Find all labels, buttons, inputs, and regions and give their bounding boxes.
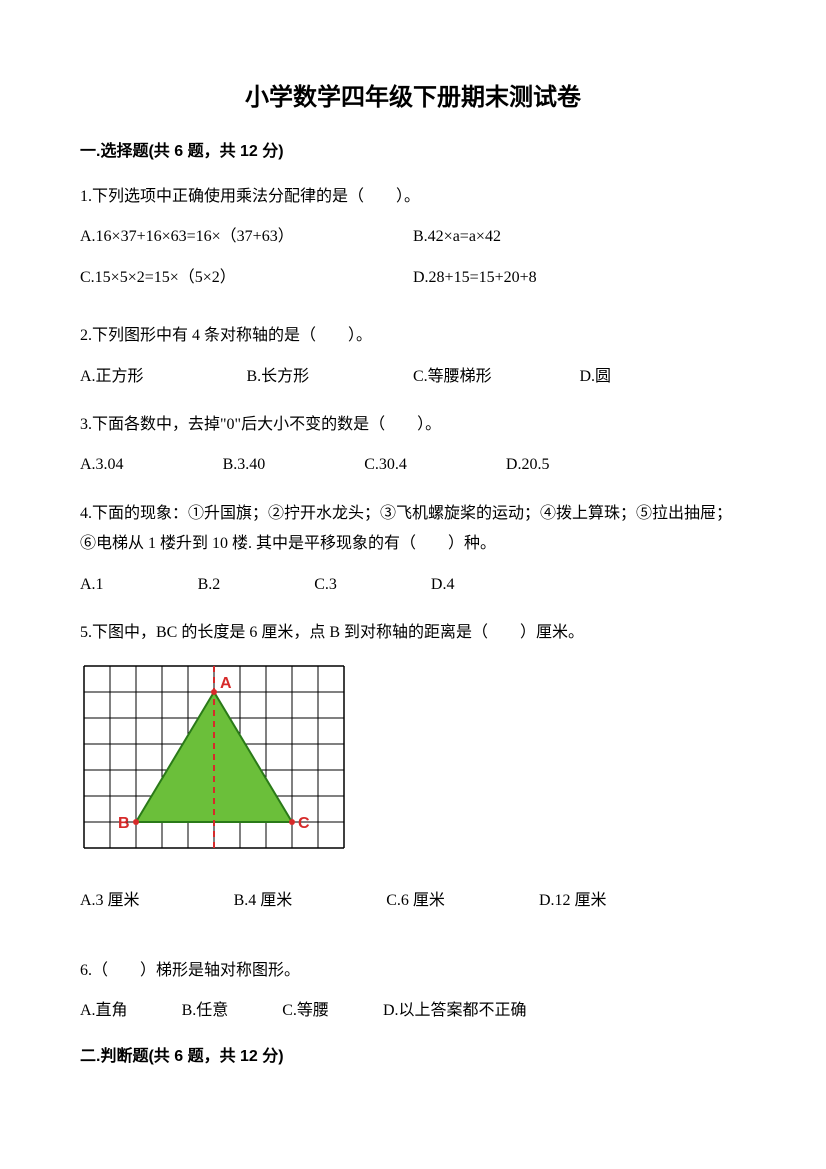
q1-option-b: B.42×a=a×42 bbox=[413, 222, 746, 252]
q5-stem: 5.下图中，BC 的长度是 6 厘米，点 B 到对称轴的距离是（ ）厘米。 bbox=[80, 618, 746, 648]
q6-option-c: C.等腰 bbox=[282, 996, 329, 1026]
q2-stem: 2.下列图形中有 4 条对称轴的是（ ）。 bbox=[80, 321, 746, 351]
q2-option-d: D.圆 bbox=[580, 362, 747, 392]
q6-option-a: A.直角 bbox=[80, 996, 128, 1026]
q3-option-a: A.3.04 bbox=[80, 450, 124, 480]
q6-option-b: B.任意 bbox=[182, 996, 229, 1026]
q2-option-a: A.正方形 bbox=[80, 362, 247, 392]
q3-option-d: D.20.5 bbox=[506, 450, 550, 480]
q3-option-c: C.30.4 bbox=[364, 450, 407, 480]
q2-option-c: C.等腰梯形 bbox=[413, 362, 580, 392]
q4-stem: 4.下面的现象：①升国旗；②拧开水龙头；③飞机螺旋桨的运动；④拨上算珠；⑤拉出抽… bbox=[80, 499, 746, 560]
section-2-header: 二.判断题(共 6 题，共 12 分) bbox=[80, 1045, 746, 1069]
q1-option-c: C.15×5×2=15×（5×2） bbox=[80, 263, 413, 293]
q1-stem: 1.下列选项中正确使用乘法分配律的是（ ）。 bbox=[80, 182, 746, 212]
q4-option-a: A.1 bbox=[80, 570, 104, 600]
svg-text:B: B bbox=[118, 815, 130, 832]
q5-diagram: A B C bbox=[80, 662, 746, 863]
question-5: 5.下图中，BC 的长度是 6 厘米，点 B 到对称轴的距离是（ ）厘米。 A B… bbox=[80, 618, 746, 916]
section-1-header: 一.选择题(共 6 题，共 12 分) bbox=[80, 140, 746, 164]
svg-text:A: A bbox=[220, 675, 232, 692]
question-3: 3.下面各数中，去掉"0"后大小不变的数是（ ）。 A.3.04 B.3.40 … bbox=[80, 410, 746, 481]
q1-option-a: A.16×37+16×63=16×（37+63） bbox=[80, 222, 413, 252]
q4-option-c: C.3 bbox=[314, 570, 337, 600]
q3-option-b: B.3.40 bbox=[223, 450, 266, 480]
q5-option-a: A.3 厘米 bbox=[80, 886, 140, 916]
q6-option-d: D.以上答案都不正确 bbox=[383, 996, 527, 1026]
q3-stem: 3.下面各数中，去掉"0"后大小不变的数是（ ）。 bbox=[80, 410, 746, 440]
question-4: 4.下面的现象：①升国旗；②拧开水龙头；③飞机螺旋桨的运动；④拨上算珠；⑤拉出抽… bbox=[80, 499, 746, 600]
question-6: 6.（ ）梯形是轴对称图形。 A.直角 B.任意 C.等腰 D.以上答案都不正确 bbox=[80, 956, 746, 1027]
question-1: 1.下列选项中正确使用乘法分配律的是（ ）。 A.16×37+16×63=16×… bbox=[80, 182, 746, 303]
svg-text:C: C bbox=[298, 815, 310, 832]
q6-stem: 6.（ ）梯形是轴对称图形。 bbox=[80, 956, 746, 986]
q4-option-d: D.4 bbox=[431, 570, 455, 600]
q5-option-c: C.6 厘米 bbox=[386, 886, 445, 916]
q4-option-b: B.2 bbox=[198, 570, 221, 600]
page-title: 小学数学四年级下册期末测试卷 bbox=[80, 80, 746, 116]
q1-option-d: D.28+15=15+20+8 bbox=[413, 263, 746, 293]
q2-option-b: B.长方形 bbox=[247, 362, 414, 392]
question-2: 2.下列图形中有 4 条对称轴的是（ ）。 A.正方形 B.长方形 C.等腰梯形… bbox=[80, 321, 746, 392]
q5-option-b: B.4 厘米 bbox=[234, 886, 293, 916]
q5-option-d: D.12 厘米 bbox=[539, 886, 607, 916]
